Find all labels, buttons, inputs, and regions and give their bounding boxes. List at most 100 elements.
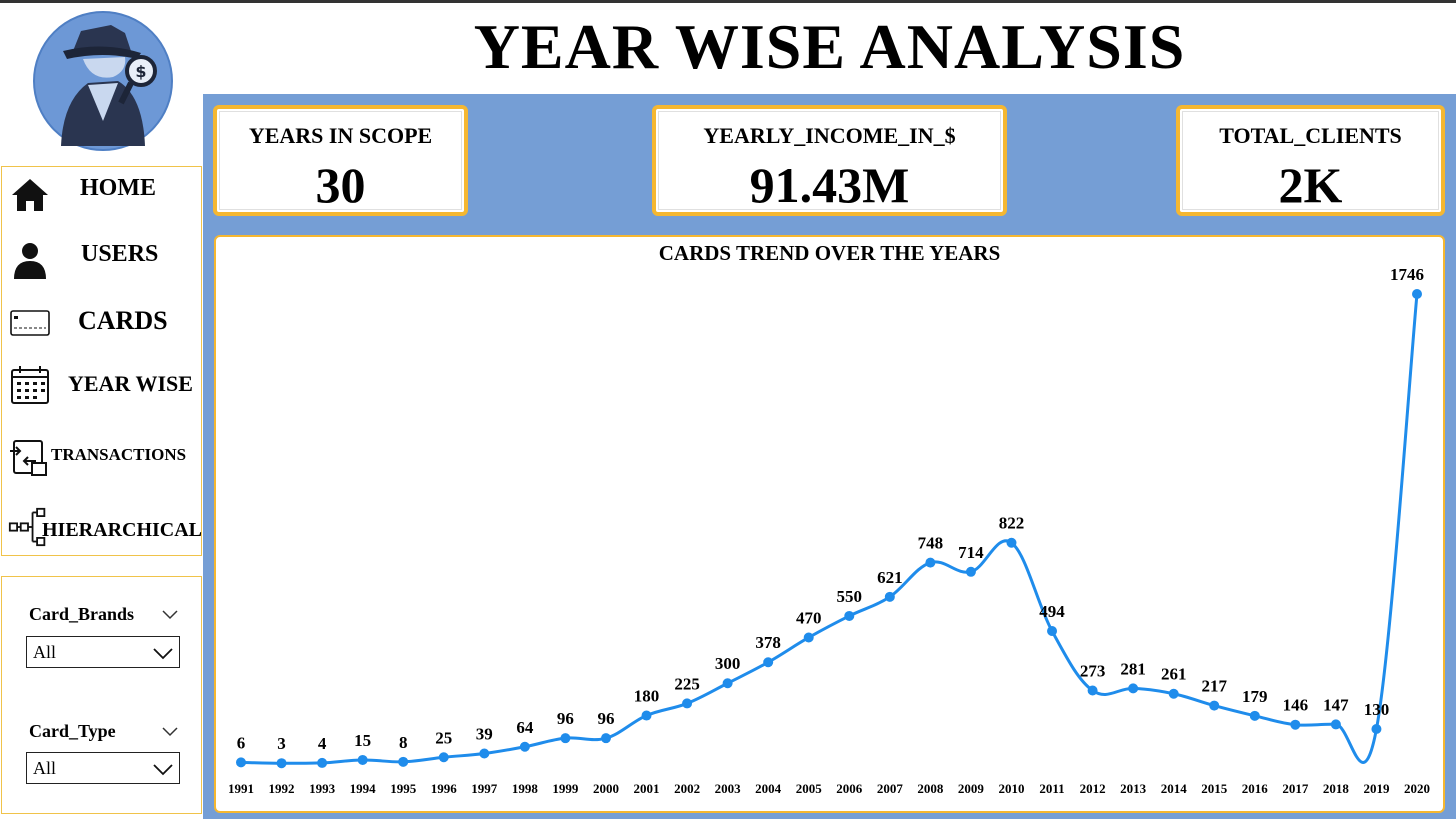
data-point-2005[interactable] [803,632,814,643]
x-tick-label-2010: 2010 [998,781,1024,796]
data-point-1994[interactable] [357,754,368,765]
x-tick-label-1992: 1992 [269,781,295,796]
data-point-1996[interactable] [438,752,449,763]
data-label-2000: 96 [597,709,614,728]
chart-title: CARDS TREND OVER THE YEARS [658,241,1001,265]
kpi-label: TOTAL_CLIENTS [1219,123,1402,148]
x-tick-label-2003: 2003 [715,781,742,796]
data-point-2019[interactable] [1371,724,1382,735]
data-point-2006[interactable] [844,610,855,621]
data-label-2019: 130 [1364,700,1390,719]
kpi-value: 30 [315,157,366,213]
data-label-1991: 6 [237,733,246,752]
x-tick-label-2007: 2007 [877,781,904,796]
nav-label-transactions: TRANSACTIONS [51,445,187,464]
nav-item-cards[interactable]: CARDS [2,295,203,351]
hierarchy-icon [8,507,46,547]
data-label-1996: 25 [435,728,452,747]
x-tick-label-2005: 2005 [796,781,823,796]
x-tick-label-2016: 2016 [1242,781,1269,796]
data-point-1999[interactable] [560,733,571,744]
data-point-2016[interactable] [1249,710,1260,721]
dashboard-panel: YEARS IN SCOPE 30 YEARLY_INCOME_IN_$ 91.… [203,94,1456,819]
transactions-icon [10,440,47,476]
data-point-1991[interactable] [236,757,246,768]
x-tick-label-1997: 1997 [471,781,498,796]
nav-label-cards: CARDS [78,306,168,335]
x-tick-label-2015: 2015 [1201,781,1228,796]
cards-trend-chart-card: CARDS TREND OVER THE YEARS 6 1991 3 1992 4 19… [214,235,1445,813]
calendar-icon [11,366,49,404]
data-label-2015: 217 [1201,677,1227,696]
data-point-2004[interactable] [763,657,774,668]
data-point-2010[interactable] [1006,537,1017,548]
x-tick-label-2018: 2018 [1323,781,1350,796]
x-tick-label-2017: 2017 [1282,781,1309,796]
x-tick-label-1998: 1998 [512,781,539,796]
nav-item-transactions[interactable]: TRANSACTIONS [2,429,203,485]
card-type-select[interactable]: All [26,752,180,784]
data-point-2001[interactable] [641,710,652,721]
nav-label-hierarchical: HIERARCHICAL [42,519,203,541]
data-point-1995[interactable] [398,756,409,767]
data-label-2003: 300 [715,654,741,673]
data-label-1999: 96 [557,709,574,728]
data-label-2016: 179 [1242,687,1268,706]
data-point-2017[interactable] [1290,719,1301,730]
chevron-down-icon[interactable] [162,610,178,620]
data-point-2013[interactable] [1128,683,1139,694]
user-icon [14,243,46,279]
data-label-2020: 1746 [1390,265,1424,284]
x-tick-label-2009: 2009 [958,781,985,796]
kpi-card-border [219,111,462,210]
data-label-1998: 64 [516,718,534,737]
kpi-card-border [1182,111,1439,210]
data-point-2009[interactable] [965,566,976,577]
x-tick-label-2004: 2004 [755,781,782,796]
x-tick-label-1993: 1993 [309,781,336,796]
svg-text:$: $ [135,62,146,81]
data-point-2007[interactable] [884,591,895,602]
data-point-1998[interactable] [519,741,530,752]
x-tick-label-2011: 2011 [1039,781,1064,796]
kpi-value: 91.43M [749,157,910,213]
data-point-2015[interactable] [1209,700,1220,711]
data-point-1997[interactable] [479,748,490,759]
page-title: YEAR WISE ANALYSIS [473,11,1186,82]
data-label-2007: 621 [877,568,903,587]
data-label-2006: 550 [837,587,863,606]
data-point-2020[interactable] [1412,289,1422,299]
data-point-2018[interactable] [1330,719,1341,730]
data-label-2013: 281 [1120,659,1146,678]
data-label-1995: 8 [399,733,408,752]
nav-item-hierarchical[interactable]: HIERARCHICAL [2,503,203,559]
data-point-2014[interactable] [1168,688,1179,699]
data-point-2002[interactable] [682,698,693,709]
navigation-menu: HOME USERS CARDS [1,166,202,556]
nav-item-year-wise[interactable]: YEAR WISE [2,359,203,415]
data-label-2011: 494 [1039,602,1065,621]
data-point-2000[interactable] [600,733,611,744]
data-point-2012[interactable] [1087,685,1098,696]
data-point-1992[interactable] [276,758,287,769]
x-tick-label-2002: 2002 [674,781,700,796]
x-tick-label-2008: 2008 [917,781,944,796]
card-brands-select[interactable]: All [26,636,180,668]
nav-label-home: HOME [80,175,156,201]
series-line [240,293,1419,765]
data-label-2008: 748 [918,534,944,553]
nav-item-users[interactable]: USERS [2,231,203,287]
filters-panel: Card_Brands All Card_Type All [1,576,202,814]
data-point-2008[interactable] [925,557,936,568]
nav-item-home[interactable]: HOME [2,167,203,223]
detective-logo-icon: $ [33,11,173,151]
chevron-down-icon[interactable] [162,727,178,737]
data-point-2003[interactable] [722,678,733,689]
nav-label-year-wise: YEAR WISE [68,371,193,396]
data-label-1993: 4 [318,734,327,753]
kpi-card-income: YEARLY_INCOME_IN_$ 91.43M [652,105,1007,216]
card-brands-filter-label: Card_Brands [29,604,135,624]
data-point-2011[interactable] [1047,626,1058,637]
x-tick-label-2012: 2012 [1080,781,1106,796]
data-point-1993[interactable] [317,757,328,768]
